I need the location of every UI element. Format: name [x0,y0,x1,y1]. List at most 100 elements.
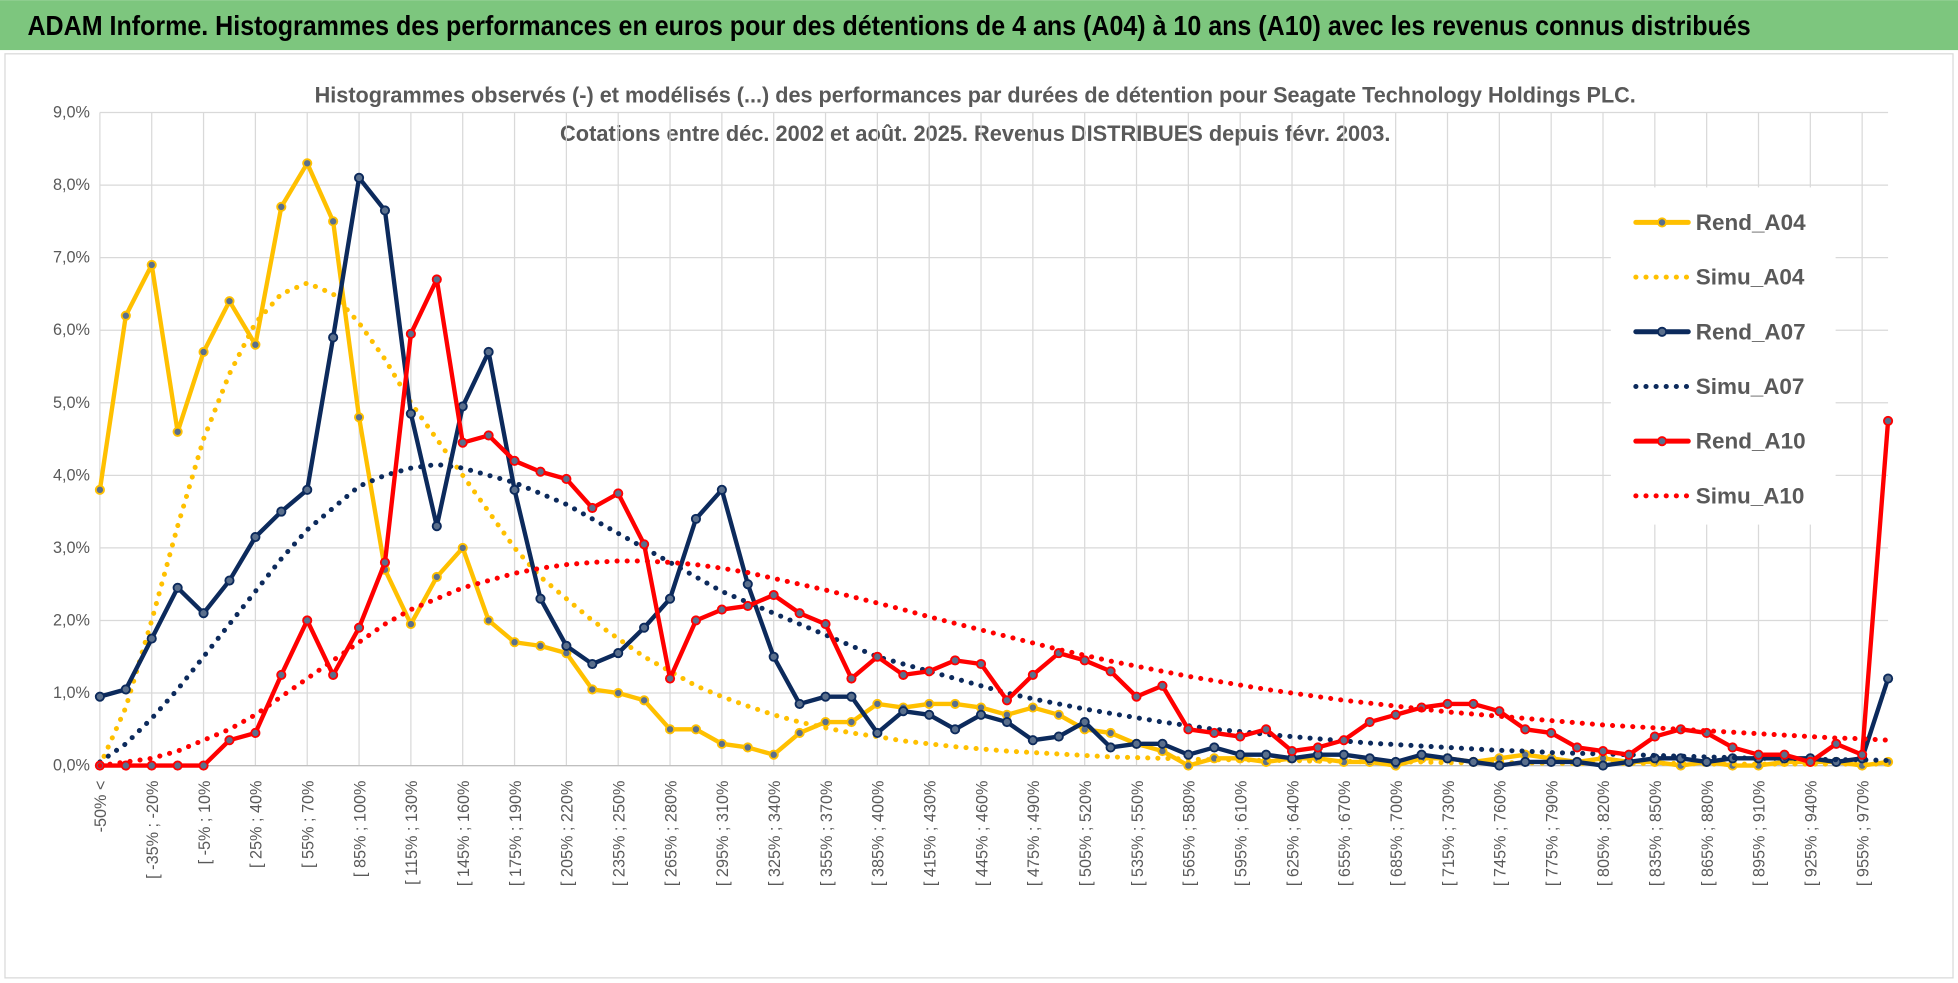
series-line [97,280,1891,769]
series-line [97,175,1891,768]
series-marker [509,484,520,495]
series-marker [872,651,883,662]
series-marker [483,346,494,358]
y-tick-label: 5,0% [53,394,90,412]
series-marker [587,658,598,670]
x-tick-label: [ 775% ; 790% [1543,781,1561,887]
series-marker [1183,760,1194,771]
series-marker [1649,731,1660,742]
x-tick-label: [ 655% ; 670% [1336,781,1354,887]
series-marker [1597,760,1609,771]
series-marker [431,571,442,582]
series-marker [1753,749,1764,760]
series-marker [198,760,209,771]
series-marker [924,698,935,709]
legend-marker [1656,326,1668,337]
series-line [97,558,1891,769]
legend-label: Simu_A10 [1696,483,1805,508]
x-tick-label: [ 685% ; 700% [1388,781,1406,887]
series-marker [457,437,468,448]
series-marker [328,216,339,227]
x-tick-label: [ 325% ; 340% [766,781,784,887]
series-marker [1831,738,1842,749]
series-marker [1442,698,1453,709]
legend-label: Rend_A10 [1696,429,1806,454]
series-marker [561,640,572,651]
series-marker [613,687,624,699]
series-marker [1157,680,1168,691]
series-marker [379,557,391,568]
x-tick-label: [ 625% ; 640% [1284,781,1302,887]
series-marker [353,622,365,633]
series-marker [224,296,235,307]
series-marker [690,724,702,735]
series-marker [975,709,987,720]
series-marker [276,201,287,212]
series-marker [1364,753,1375,764]
series-marker [639,539,650,550]
series-marker [950,698,961,709]
series-marker [379,205,391,216]
x-tick-label: [ 415% ; 430% [921,781,939,887]
series-line [97,277,1891,768]
series-marker [613,648,624,659]
series-marker [1105,742,1116,753]
series-marker [639,695,650,706]
series-marker [1131,738,1142,749]
series-marker [1468,698,1479,709]
series-marker [820,716,831,728]
x-tick-label: [ 55% ; 70% [299,781,317,868]
series-marker [742,600,753,612]
series-marker [742,579,753,590]
x-tick-label: [ 235% ; 250% [610,781,628,887]
y-tick-label: 3,0% [53,539,90,557]
series-marker [1053,731,1064,742]
legend-label: Rend_A07 [1696,319,1806,344]
series-marker [587,684,598,695]
series-marker [1105,666,1116,677]
series-marker [302,615,313,626]
y-tick-label: 9,0% [53,104,90,122]
series-marker [483,430,494,441]
x-tick-label: [ 745% ; 760% [1492,781,1510,887]
x-tick-label: [ 565% ; 580% [1181,781,1199,887]
series-marker [1805,756,1816,768]
series-marker [846,691,857,702]
series-marker [872,698,883,709]
series-marker [1338,749,1349,760]
series-marker [1183,749,1194,760]
series-marker [172,582,183,593]
legend-label: Rend_A04 [1696,210,1806,235]
series-marker [1157,738,1168,749]
series-marker [716,604,727,615]
x-tick-label: [ 805% ; 820% [1595,781,1613,887]
x-tick-label: [ 175% ; 190% [507,781,525,887]
series-marker [1390,709,1401,720]
series-marker [690,513,702,524]
series-marker [768,651,779,662]
series-marker [924,666,935,677]
legend-label: Simu_A07 [1696,374,1805,399]
series-marker [1079,716,1090,728]
series-marker [613,488,624,499]
series-marker [1494,760,1505,771]
series-marker [1286,746,1298,757]
series-marker [587,502,598,514]
series-marker [1338,735,1349,746]
series-marker [664,724,676,735]
series-marker [535,640,546,651]
series-marker [120,310,131,321]
x-tick-label: [ 925% ; 940% [1803,781,1821,887]
series-marker [716,484,727,495]
series-line [97,161,1891,768]
series-marker [1053,709,1064,720]
series-marker [846,673,857,684]
series-marker [198,346,209,358]
series-marker [328,332,339,343]
y-tick-label: 2,0% [53,611,90,629]
series-marker [1546,756,1557,768]
series-marker [1261,724,1272,735]
series-marker [328,669,339,680]
